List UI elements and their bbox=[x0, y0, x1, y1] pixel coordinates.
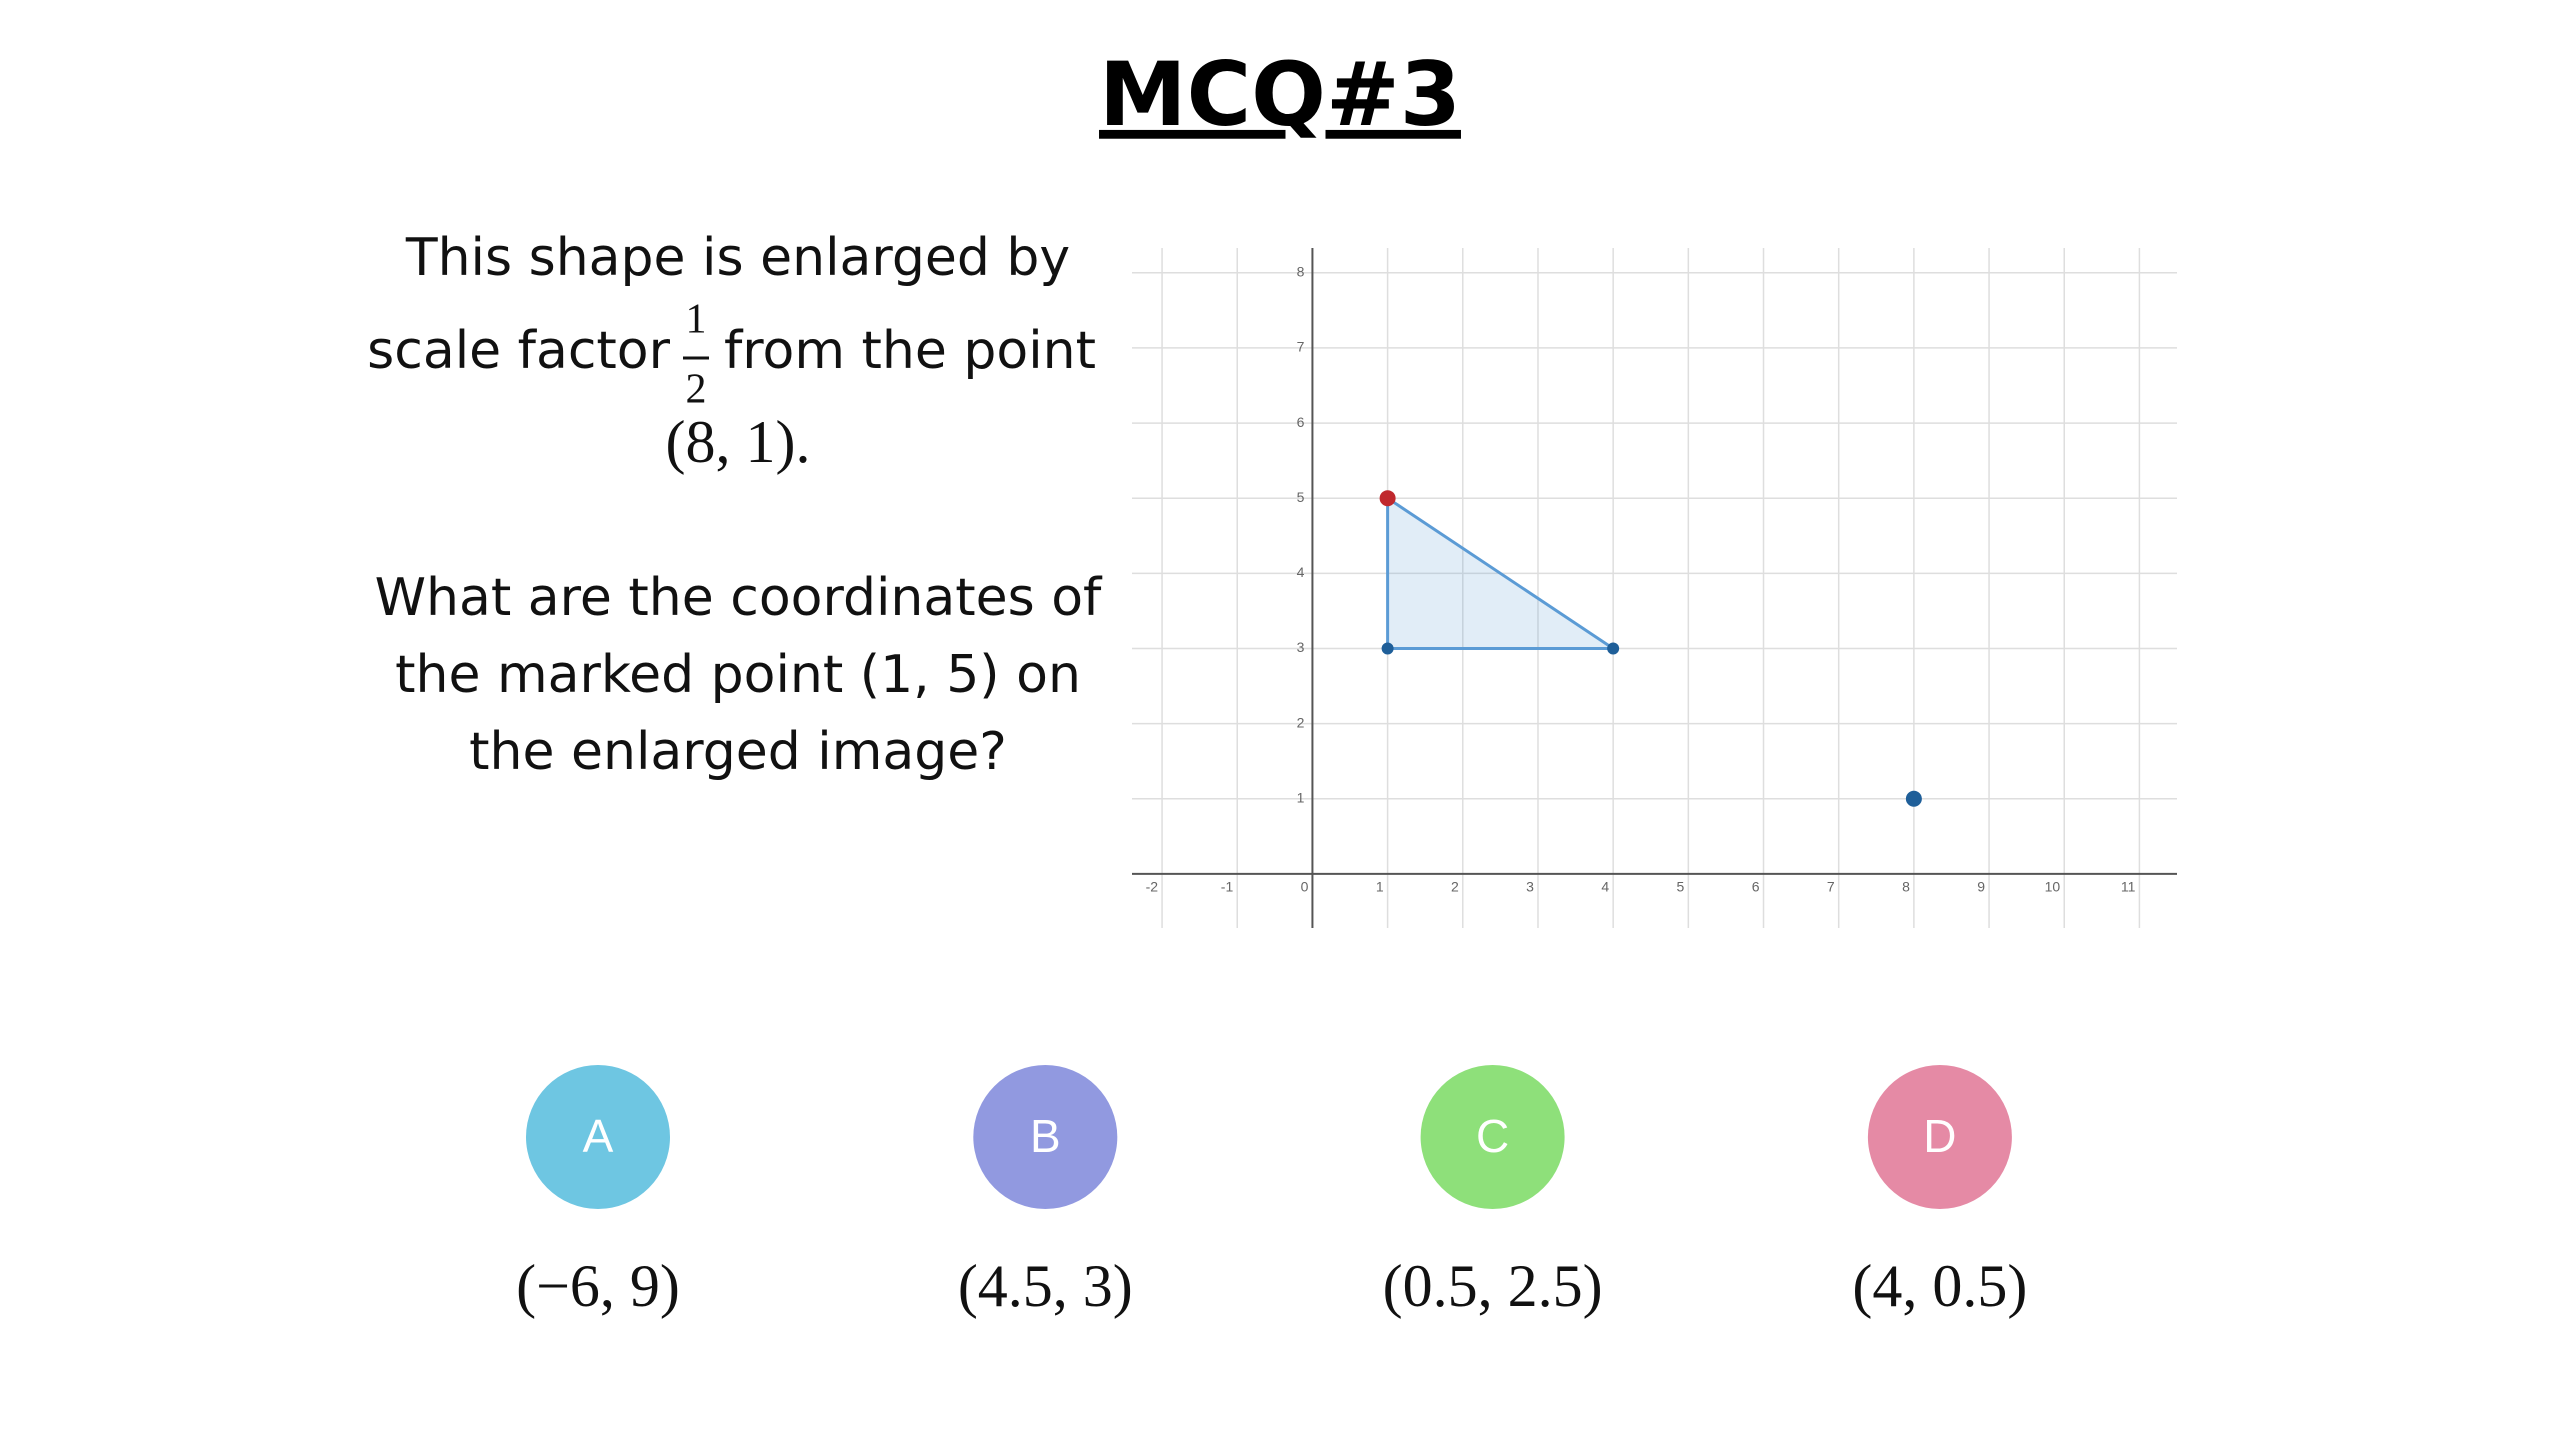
option-letter: D bbox=[1923, 1110, 1956, 1162]
x-tick-label: 11 bbox=[2121, 879, 2136, 895]
y-tick-label: 1 bbox=[1297, 789, 1305, 805]
option[interactable]: A (−6, 9) bbox=[516, 1065, 680, 1319]
y-tick-label: 2 bbox=[1297, 714, 1305, 730]
option-letter: C bbox=[1476, 1110, 1509, 1162]
question-line: This shape is enlarged by bbox=[405, 228, 1070, 288]
fraction-denominator: 2 bbox=[686, 367, 707, 413]
y-tick-label: 7 bbox=[1297, 339, 1305, 355]
option[interactable]: C (0.5, 2.5) bbox=[1383, 1065, 1603, 1319]
option-answer: (0.5, 2.5) bbox=[1383, 1253, 1603, 1319]
question-line: from the point bbox=[724, 321, 1096, 381]
option-button bbox=[973, 1065, 1118, 1209]
question-line: scale factor bbox=[367, 321, 670, 381]
option[interactable]: D (4, 0.5) bbox=[1852, 1065, 2027, 1319]
option-answer: (−6, 9) bbox=[516, 1253, 680, 1319]
shape bbox=[1386, 495, 1619, 650]
x-tick-label: 5 bbox=[1677, 879, 1685, 895]
x-tick-label: 4 bbox=[1601, 879, 1609, 895]
x-tick-label: 6 bbox=[1752, 879, 1760, 895]
option[interactable]: B (4.5, 3) bbox=[958, 1065, 1133, 1319]
x-tick-label: 0 bbox=[1301, 879, 1309, 895]
y-tick-label: 4 bbox=[1297, 564, 1305, 580]
title: MCQ#3 bbox=[1099, 43, 1461, 146]
option-button bbox=[526, 1065, 670, 1209]
x-tick-label: 9 bbox=[1977, 879, 1985, 895]
y-tick-label: 3 bbox=[1297, 639, 1305, 655]
question-line: the enlarged image? bbox=[469, 722, 1007, 782]
x-tick-label: 10 bbox=[2045, 879, 2061, 895]
y-tick-label: 6 bbox=[1297, 414, 1305, 430]
vertex bbox=[1607, 642, 1620, 655]
option-letter: A bbox=[583, 1110, 614, 1162]
fraction-numerator: 1 bbox=[686, 297, 707, 343]
vertex bbox=[1381, 642, 1394, 655]
options: A (−6, 9) B (4.5, 3) C (0.5, 2.5) D (4, 0.5) bbox=[516, 1065, 2027, 1319]
option-answer: (4.5, 3) bbox=[958, 1253, 1133, 1319]
question-line: What are the coordinates of bbox=[375, 568, 1103, 628]
x-tick-label: 1 bbox=[1376, 879, 1384, 895]
marked-point bbox=[1379, 490, 1396, 507]
x-tick-label: 3 bbox=[1526, 879, 1534, 895]
option-letter: B bbox=[1030, 1110, 1061, 1162]
x-tick-label: 8 bbox=[1902, 879, 1910, 895]
y-tick-label: 8 bbox=[1297, 263, 1305, 279]
option-button bbox=[1867, 1065, 2012, 1209]
question-paragraph: What are the coordinates of the marked po… bbox=[375, 568, 1103, 782]
x-tick-label: -1 bbox=[1221, 879, 1234, 895]
option-button bbox=[1420, 1065, 1565, 1209]
question-line: (8, 1). bbox=[666, 409, 811, 475]
center-point bbox=[1905, 790, 1922, 807]
option-answer: (4, 0.5) bbox=[1852, 1253, 2027, 1319]
x-tick-label: 2 bbox=[1451, 879, 1459, 895]
x-tick-label: -2 bbox=[1146, 879, 1159, 895]
x-tick-label: 7 bbox=[1827, 879, 1835, 895]
y-tick-label: 5 bbox=[1297, 489, 1305, 505]
question-line: the marked point (1, 5) on bbox=[395, 645, 1081, 705]
